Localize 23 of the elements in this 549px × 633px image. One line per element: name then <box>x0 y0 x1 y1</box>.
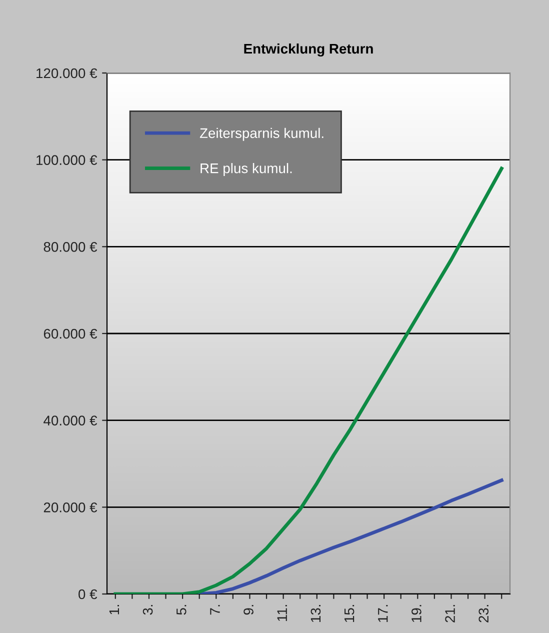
x-tick-label: 3. <box>142 604 153 615</box>
x-tick-label: 23. <box>478 604 489 622</box>
y-tick-label: 60.000 € <box>44 328 98 339</box>
x-tick-label: 19. <box>412 604 422 622</box>
x-tick-label: 7. <box>210 604 220 615</box>
x-tick-label: 13. <box>310 604 321 622</box>
x-tick-label: 17. <box>378 604 388 622</box>
y-tick-label: 20.000 € <box>44 502 98 512</box>
legend-label: RE plus kumul. <box>200 163 292 176</box>
y-tick-label: 80.000 € <box>44 242 98 252</box>
y-tick-label: 120.000 € <box>36 68 98 78</box>
x-tick-label: 5. <box>176 604 186 615</box>
y-tick-label: 40.000 € <box>44 416 98 426</box>
y-tick-label: 100.000 € <box>36 155 98 166</box>
line-series <box>198 478 504 594</box>
x-tick-label: 11. <box>277 604 287 621</box>
x-tick-label: 15. <box>344 604 354 622</box>
chart-title: Entwicklung Return <box>244 43 373 56</box>
y-tick-label: 0 € <box>78 589 98 600</box>
x-tick-label: 21. <box>445 604 455 622</box>
legend-label: Zeitersparnis kumul. <box>200 128 324 141</box>
x-tick-label: 1. <box>109 604 119 614</box>
x-tick-label: 9. <box>244 604 254 615</box>
